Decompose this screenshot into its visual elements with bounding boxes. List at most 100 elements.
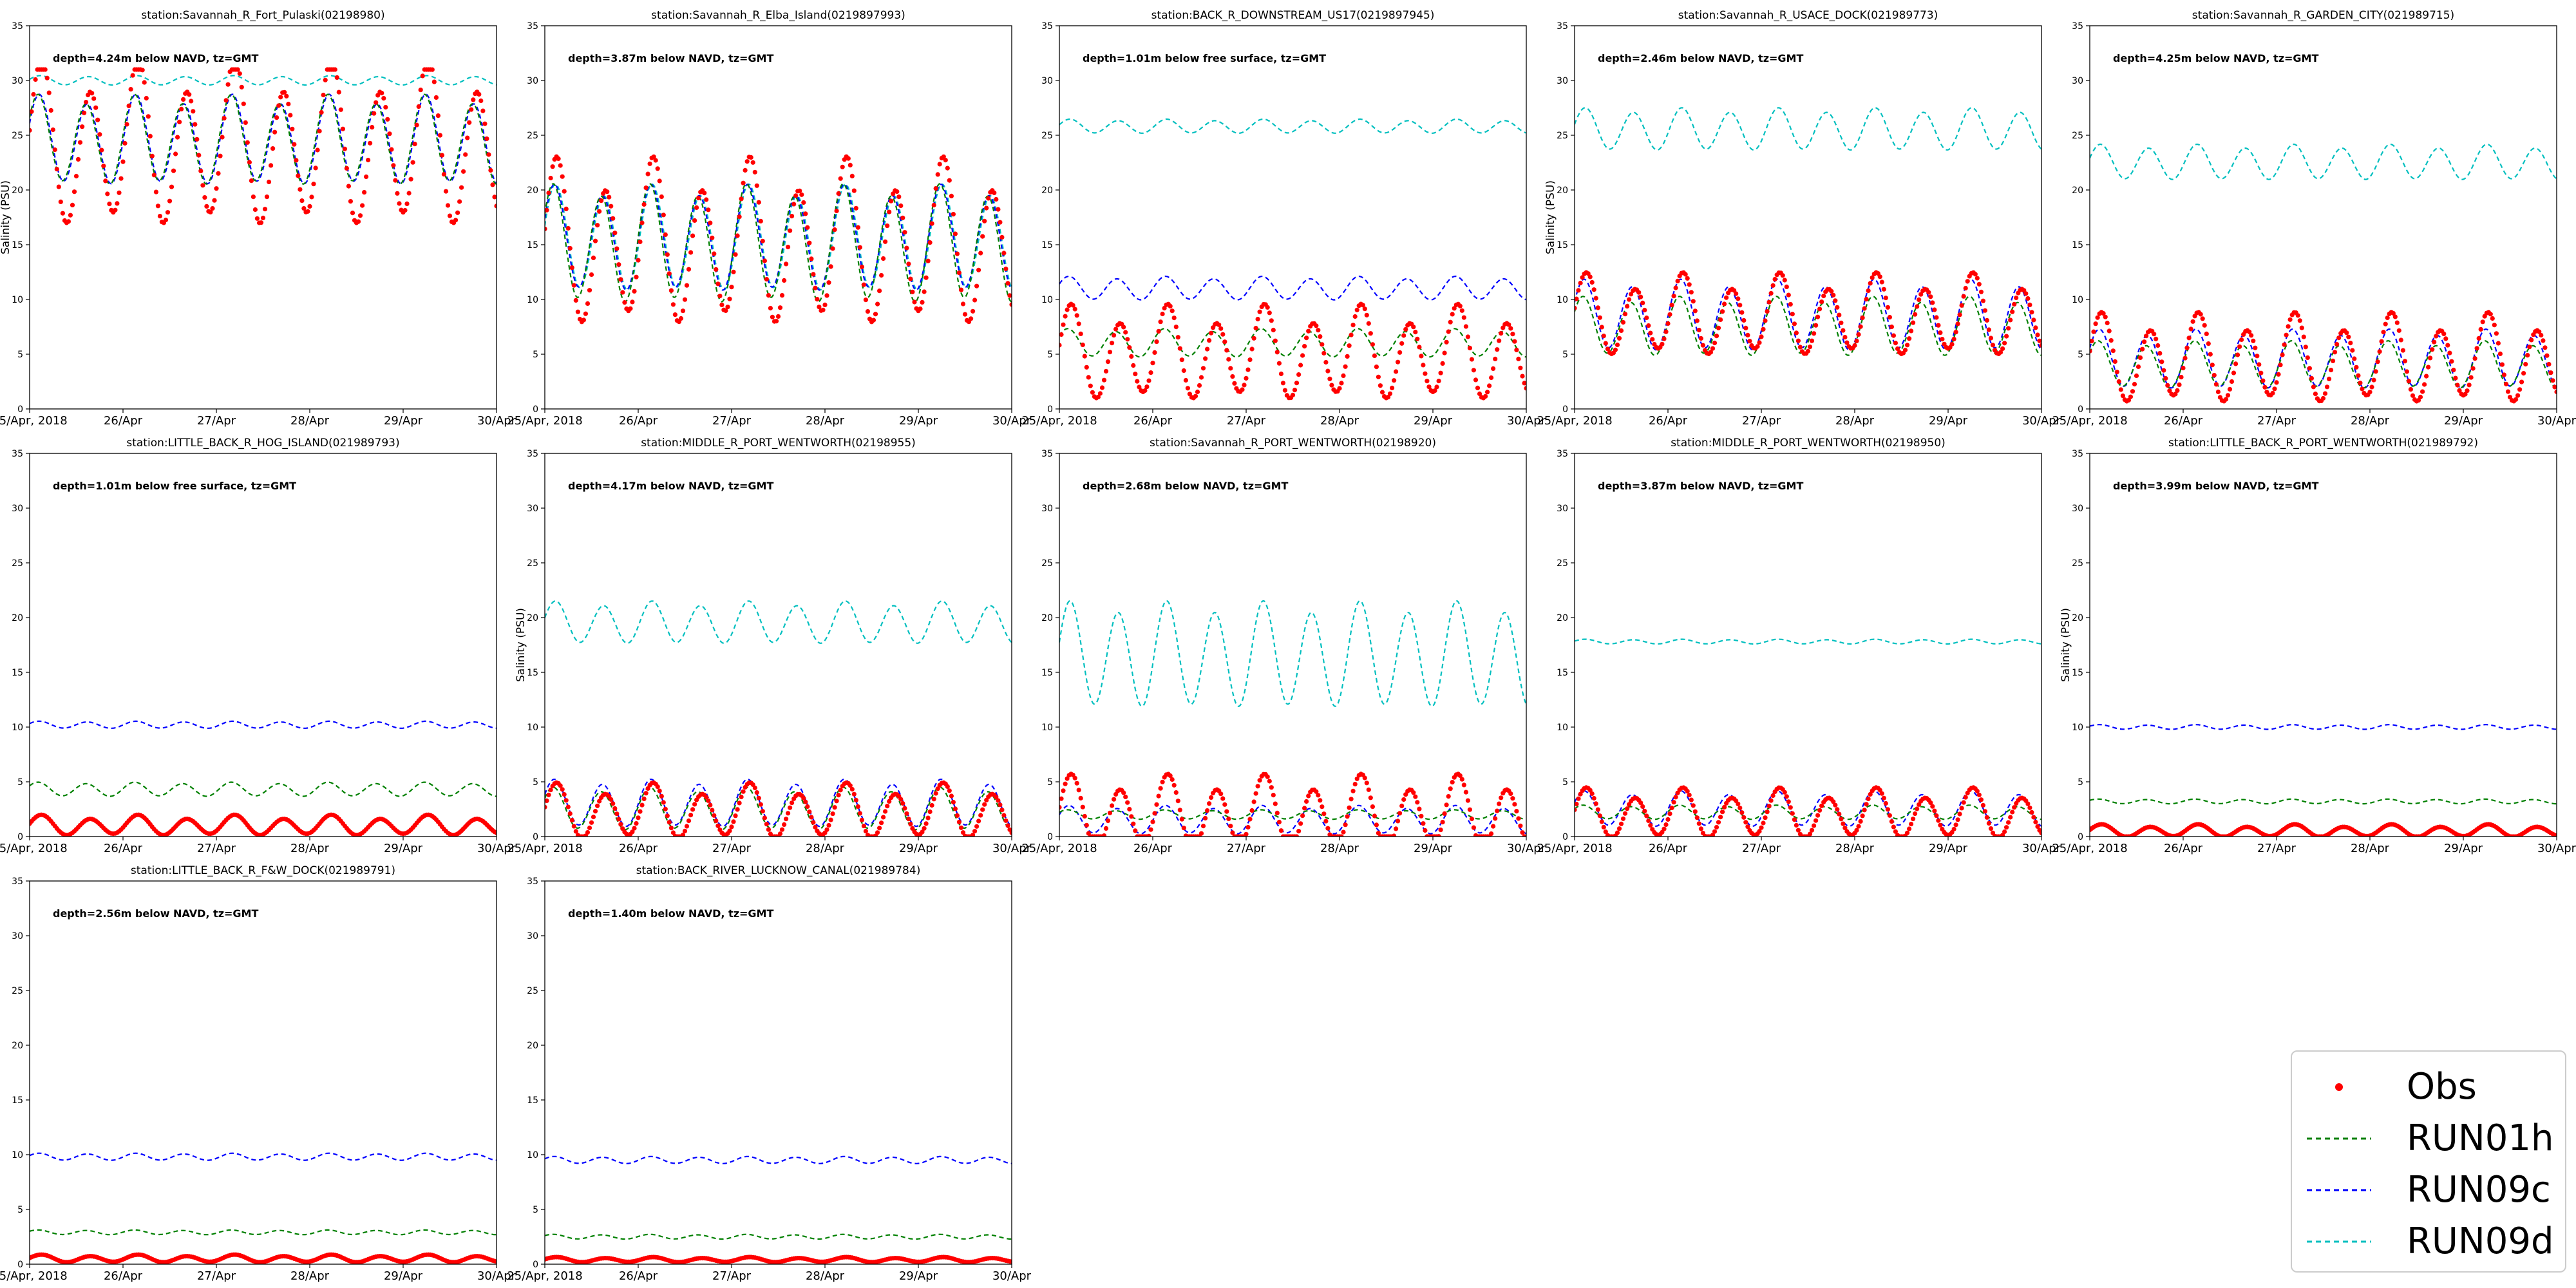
obs-point	[1487, 383, 1492, 388]
obs-point	[622, 300, 627, 305]
obs-point	[665, 813, 670, 819]
x-tick-label: 26/Apr	[2164, 842, 2203, 855]
obs-point	[1304, 799, 1309, 804]
legend-symbol	[2307, 1189, 2371, 1191]
obs-point	[630, 299, 635, 305]
obs-point	[245, 140, 250, 145]
obs-point	[1374, 822, 1379, 828]
obs-point	[758, 218, 763, 223]
obs-point	[1198, 831, 1204, 836]
obs-point	[1576, 288, 1581, 293]
obs-point	[1854, 828, 1859, 833]
obs-point	[2546, 361, 2552, 367]
obs-point	[1063, 314, 1068, 319]
obs-point	[1294, 834, 1300, 837]
obs-point	[2543, 345, 2548, 350]
obs-point	[1741, 317, 1747, 323]
obs-point	[857, 811, 862, 816]
obs-point	[1473, 377, 1479, 383]
obs-point	[807, 810, 812, 815]
obs-point	[1282, 388, 1287, 393]
obs-point	[1179, 357, 1184, 363]
depth-annotation: depth=2.46m below NAVD, tz=GMT	[1598, 52, 1803, 64]
obs-point	[1844, 340, 1850, 345]
obs-point	[2165, 383, 2170, 388]
obs-point	[264, 194, 270, 200]
obs-point	[1158, 319, 1163, 325]
obs-point	[607, 194, 612, 200]
obs-point	[1217, 322, 1222, 327]
obs-point	[1181, 368, 1186, 374]
obs-point	[1965, 279, 1970, 284]
obs-point	[998, 802, 1003, 808]
obs-point	[2259, 370, 2264, 375]
obs-point	[1150, 819, 1155, 824]
obs-point	[927, 240, 933, 245]
obs-point	[1387, 391, 1393, 396]
obs-point	[1975, 276, 1980, 281]
obs-point	[1298, 821, 1303, 826]
x-tick-label: 27/Apr	[712, 842, 752, 855]
obs-point	[1984, 317, 1989, 323]
subplot-1: station:Savannah_R_Fort_Pulaski(02198980…	[0, 9, 516, 428]
obs-point	[2305, 355, 2310, 361]
obs-point	[1059, 332, 1064, 337]
obs-point	[2136, 364, 2141, 370]
obs-point	[612, 806, 618, 811]
obs-point	[1959, 806, 1964, 811]
obs-point	[1698, 826, 1703, 831]
obs-point	[243, 120, 248, 125]
obs-point	[885, 804, 890, 809]
obs-point	[643, 791, 649, 796]
series-run09d	[545, 600, 1012, 644]
obs-point	[1442, 811, 1447, 816]
obs-point	[2006, 326, 2011, 331]
obs-point	[1392, 378, 1397, 383]
obs-point	[1127, 806, 1132, 812]
obs-point	[1988, 826, 1994, 831]
obs-point	[851, 188, 857, 193]
obs-point	[849, 173, 855, 178]
obs-point	[2478, 327, 2483, 332]
obs-point	[1459, 777, 1464, 782]
y-tick-label: 5	[17, 350, 23, 360]
obs-point	[173, 151, 178, 156]
obs-point	[1765, 810, 1770, 815]
obs-point	[1325, 826, 1331, 831]
obs-point	[1524, 386, 1526, 391]
obs-point	[2470, 366, 2476, 371]
obs-point	[766, 293, 771, 298]
obs-point	[956, 270, 961, 276]
obs-point	[1129, 354, 1134, 359]
obs-point	[2114, 370, 2119, 375]
obs-point	[2025, 801, 2031, 806]
obs-point	[1675, 278, 1680, 283]
obs-point	[2031, 815, 2036, 820]
obs-point	[2352, 356, 2357, 361]
obs-point	[1101, 377, 1107, 383]
obs-point	[1257, 778, 1262, 783]
obs-point	[1352, 314, 1358, 319]
series-run09c	[1059, 275, 1526, 301]
obs-point	[1782, 790, 1787, 795]
x-tick-label: 26/Apr	[619, 414, 658, 428]
obs-point	[1009, 302, 1012, 307]
obs-point	[636, 258, 641, 263]
obs-point	[1794, 822, 1799, 828]
obs-point	[1712, 829, 1718, 834]
obs-point	[334, 75, 339, 80]
obs-point	[1864, 802, 1869, 807]
obs-point	[2297, 318, 2302, 323]
y-tick-label: 10	[1041, 295, 1053, 305]
obs-point	[614, 246, 620, 251]
obs-point	[665, 252, 670, 257]
obs-point	[2406, 379, 2411, 384]
obs-point	[2544, 353, 2550, 358]
obs-point	[758, 802, 763, 807]
obs-point	[105, 191, 110, 196]
obs-point	[348, 199, 354, 204]
obs-point	[1296, 829, 1302, 834]
x-tick-label: 26/Apr	[619, 1269, 658, 1283]
obs-point	[1780, 273, 1785, 278]
x-tick-label: 26/Apr	[1649, 842, 1688, 855]
